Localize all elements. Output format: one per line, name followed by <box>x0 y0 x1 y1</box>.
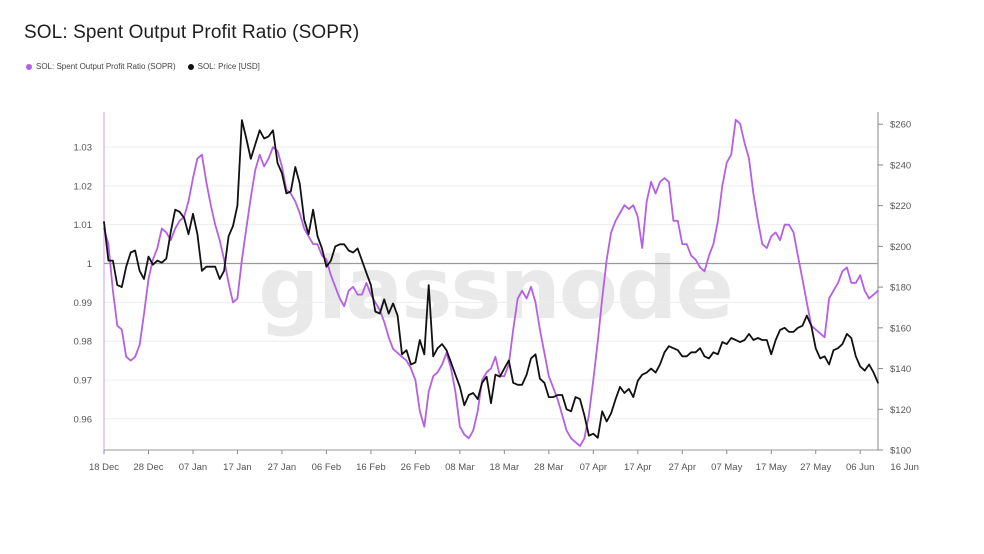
x-tick-label: 07 Apr <box>580 462 607 473</box>
y-left-tick-label: 0.97 <box>74 376 93 387</box>
y-right-tick-label: $140 <box>890 364 911 375</box>
x-tick-label: 07 Jan <box>179 462 208 473</box>
legend-item-sopr[interactable]: SOL: Spent Output Profit Ratio (SOPR) <box>26 62 176 71</box>
y-left-tick-label: 0.99 <box>74 298 93 309</box>
x-tick-label: 08 Mar <box>445 462 475 473</box>
legend-swatch-sopr <box>26 63 32 70</box>
x-tick-label: 18 Dec <box>89 462 119 473</box>
legend-label-price: SOL: Price [USD] <box>197 62 260 71</box>
x-tick-label: 28 Dec <box>133 462 163 473</box>
x-tick-label: 16 Jun <box>890 462 919 473</box>
series-line-sopr <box>103 118 879 447</box>
y-left-tick-label: 1.01 <box>74 220 93 231</box>
x-tick-label: 26 Feb <box>401 462 431 473</box>
x-tick-label: 17 Apr <box>624 462 651 473</box>
x-tick-label: 27 May <box>800 462 831 473</box>
legend-swatch-price <box>187 63 194 70</box>
y-right-tick-label: $200 <box>890 242 911 253</box>
y-left-tick-label: 0.96 <box>74 414 93 425</box>
x-tick-label: 27 Jan <box>268 462 297 473</box>
x-tick-label: 17 May <box>756 462 787 473</box>
x-tick-label: 06 Jun <box>846 462 875 473</box>
legend: SOL: Spent Output Profit Ratio (SOPR) SO… <box>26 62 260 71</box>
x-tick-label: 16 Feb <box>356 462 386 473</box>
y-left-tick-label: 1.03 <box>74 142 93 153</box>
y-left-tick-label: 0.98 <box>74 337 93 348</box>
y-right-tick-label: $260 <box>890 120 911 131</box>
watermark-text: glassnode <box>258 239 732 339</box>
x-tick-label: 18 Mar <box>490 462 520 473</box>
x-tick-label: 07 May <box>711 462 742 473</box>
series-line-price <box>103 119 879 439</box>
x-tick-label: 27 Apr <box>669 462 696 473</box>
x-tick-label: 17 Jan <box>223 462 252 473</box>
legend-item-price[interactable]: SOL: Price [USD] <box>187 62 260 71</box>
x-tick-label: 06 Feb <box>312 462 342 473</box>
y-right-tick-label: $240 <box>890 160 911 171</box>
y-left-tick-label: 1.02 <box>74 181 93 192</box>
legend-label-sopr: SOL: Spent Output Profit Ratio (SOPR) <box>36 62 176 71</box>
x-tick-label: 28 Mar <box>534 462 564 473</box>
y-right-tick-label: $160 <box>890 323 911 334</box>
y-right-tick-label: $120 <box>890 405 911 416</box>
y-right-tick-label: $220 <box>890 201 911 212</box>
y-right-tick-label: $180 <box>890 283 911 294</box>
y-left-tick-label: 1 <box>87 259 92 270</box>
chart-title: SOL: Spent Output Profit Ratio (SOPR) <box>24 22 360 43</box>
y-right-tick-label: $100 <box>890 446 911 457</box>
